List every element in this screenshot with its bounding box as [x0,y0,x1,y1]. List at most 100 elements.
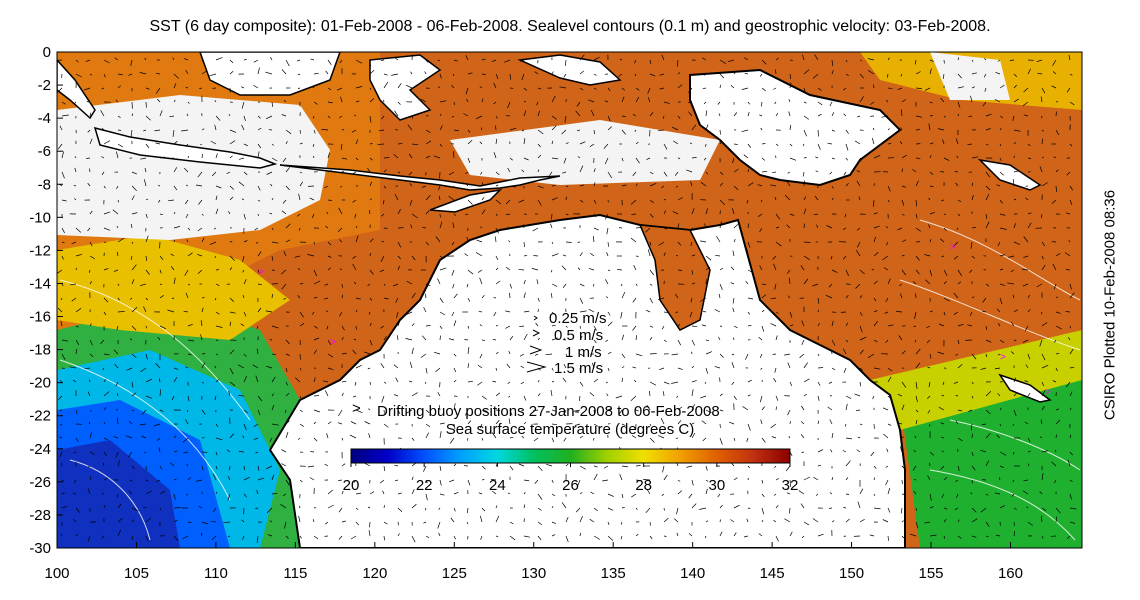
velocity-arrow [215,115,221,121]
velocity-arrow [859,423,863,426]
velocity-arrow [285,223,291,229]
velocity-arrow [173,239,176,243]
velocity-arrow [885,339,889,343]
velocity-arrow [788,436,791,439]
velocity-arrow [631,213,637,215]
velocity-arrow [1023,479,1029,482]
velocity-arrow [859,381,862,387]
velocity-arrow [368,530,371,537]
velocity-arrow [998,477,1001,481]
velocity-arrow [632,366,637,369]
velocity-arrow [663,474,668,481]
velocity-arrow [733,112,738,117]
velocity-arrow [845,493,850,495]
velocity-arrow [313,101,318,105]
velocity-arrow [131,279,135,285]
velocity-arrow [985,213,988,220]
velocity-arrow [116,493,119,498]
velocity-arrow [537,507,542,511]
velocity-arrow [368,408,371,411]
velocity-arrow [845,59,848,63]
velocity-arrow [632,325,637,331]
velocity-arrow [817,101,823,106]
velocity-arrow [997,393,1001,397]
velocity-arrow [621,507,625,509]
x-tick-label: 145 [760,565,785,582]
velocity-arrow [397,171,401,174]
velocity-arrow [929,423,931,427]
velocity-arrow [942,381,945,386]
velocity-arrow [579,87,584,91]
velocity-arrow [495,324,499,327]
velocity-arrow [1023,255,1029,258]
velocity-arrow [733,239,736,243]
velocity-arrow [845,157,848,161]
velocity-arrow [985,221,990,229]
velocity-arrow [271,393,274,397]
velocity-arrow [131,519,135,523]
velocity-arrow [705,351,713,355]
velocity-arrow [228,211,231,215]
velocity-arrow [478,310,483,313]
velocity-arrow [873,465,877,469]
y-tick-label: -30 [29,540,51,557]
velocity-arrow [1055,325,1062,330]
velocity-arrow [280,504,287,509]
velocity-arrow [859,96,864,103]
velocity-arrow [957,199,962,203]
velocity-arrow [803,87,807,94]
velocity-arrow [899,446,903,453]
velocity-arrow [831,157,835,160]
velocity-arrow [700,181,707,187]
velocity-arrow [145,115,151,121]
velocity-arrow [439,479,442,486]
velocity-arrow [761,493,765,498]
velocity-arrow [747,241,751,248]
velocity-arrow [467,380,473,383]
velocity-arrow [1041,138,1043,145]
velocity-arrow [341,392,344,397]
velocity-arrow [999,505,1005,509]
velocity-arrow [155,72,161,75]
velocity-arrow [929,68,932,75]
velocity-arrow [929,211,935,215]
velocity-arrow [284,521,287,529]
velocity-arrow [604,157,609,165]
velocity-arrow [550,269,553,273]
velocity-arrow [719,353,724,358]
velocity-arrow [422,226,427,229]
velocity-arrow [647,87,651,94]
velocity-arrow [898,335,903,341]
velocity-arrow [117,237,125,243]
velocity-arrow [198,199,203,205]
velocity-arrow [159,409,164,412]
velocity-arrow [481,409,488,412]
velocity-arrow [900,73,903,77]
velocity-arrow [103,451,107,456]
velocity-arrow [534,71,539,75]
velocity-arrow [129,338,133,341]
velocity-arrow [593,473,598,481]
land-timor [429,188,503,213]
velocity-arrow [761,437,766,443]
velocity-arrow [1052,59,1057,66]
velocity-arrow [523,479,530,482]
velocity-arrow [1041,507,1047,512]
velocity-arrow [817,297,820,304]
velocity-arrow [1022,339,1029,343]
velocity-arrow [101,493,105,495]
velocity-arrow [1027,450,1031,453]
velocity-arrow [340,143,343,151]
velocity-arrow [563,157,567,164]
velocity-arrow [480,226,483,229]
velocity-arrow [159,325,167,330]
velocity-arrow [675,185,679,188]
velocity-arrow [943,157,950,161]
velocity-arrow [747,465,751,468]
velocity-arrow [145,87,150,90]
velocity-arrow [705,409,712,414]
velocity-arrow [1010,351,1015,355]
velocity-arrow [425,423,431,428]
velocity-arrow [742,406,749,411]
velocity-arrow [873,154,881,159]
